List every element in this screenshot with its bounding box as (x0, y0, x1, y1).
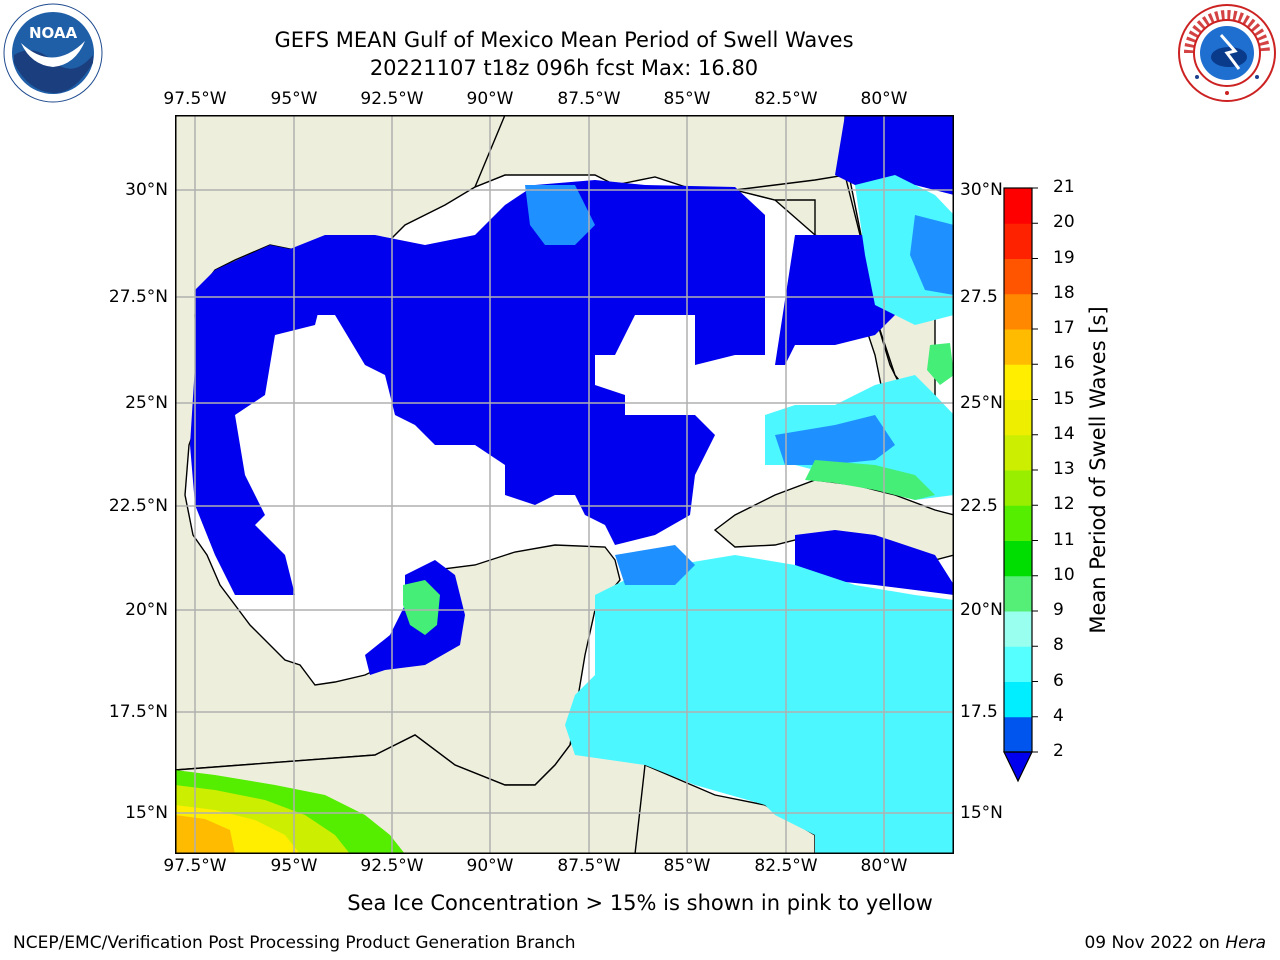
lon-label-top: 82.5°W (754, 89, 818, 109)
colorbar-cell (1004, 364, 1032, 400)
lon-label-top: 97.5°W (163, 89, 227, 109)
colorbar-cell (1004, 575, 1032, 612)
colorbar-cell (1004, 434, 1032, 471)
colorbar-tick-label: 8 (1053, 635, 1064, 656)
sea-ice-note: Sea Ice Concentration > 15% is shown in … (0, 891, 1280, 915)
colorbar-cell (1004, 329, 1032, 365)
lat-label-left: 20°N (125, 600, 168, 620)
colorbar-cell (1004, 293, 1032, 330)
lon-label-top: 87.5°W (557, 89, 621, 109)
colorbar-cell (1004, 611, 1032, 647)
colorbar-cell (1004, 188, 1032, 224)
colorbar-label: Mean Period of Swell Waves [s] (1086, 306, 1110, 634)
lon-label-top: 85°W (663, 89, 711, 109)
map-panel (175, 115, 954, 854)
colorbar-tick-label: 2 (1053, 741, 1064, 761)
colorbar-tick-label: 21 (1053, 177, 1075, 197)
lon-label-bottom: 82.5°W (754, 856, 818, 876)
lat-label-right: 20°N (960, 600, 1003, 620)
noaa-logo: NOAA (3, 3, 103, 103)
colorbar-tick-label: 19 (1053, 247, 1075, 268)
lat-label-right: 22.5 (960, 496, 998, 516)
colorbar-tick-label: 11 (1053, 529, 1075, 550)
colorbar-tick-label: 17 (1053, 318, 1075, 338)
lon-label-top: 90°W (466, 89, 514, 109)
lat-label-left: 25°N (125, 393, 168, 413)
sea-ice-note-text: Sea Ice Concentration > 15% is shown in … (347, 891, 933, 915)
footer-date: 09 Nov 2022 on Hera (1084, 933, 1266, 953)
colorbar-cell (1004, 681, 1032, 718)
lon-label-bottom: 80°W (860, 856, 908, 876)
graticule (175, 115, 954, 854)
colorbar-tick-label: 9 (1053, 600, 1064, 620)
colorbar-tick-label: 6 (1053, 670, 1064, 691)
colorbar-tick-label: 10 (1053, 564, 1075, 585)
colorbar (996, 186, 1056, 786)
colorbar-cell (1004, 716, 1032, 753)
noaa-logo-text: NOAA (29, 24, 78, 42)
colorbar-cell (1004, 540, 1032, 577)
colorbar-tick-label: 14 (1053, 423, 1075, 444)
colorbar-cell (1004, 470, 1032, 506)
lat-label-left: 27.5°N (108, 287, 168, 307)
swell-field-green (403, 343, 954, 635)
map-subtitle: 20221107 t18z 096h fcst Max: 16.80 (369, 56, 759, 80)
colorbar-cell (1004, 505, 1032, 541)
map-title: GEFS MEAN Gulf of Mexico Mean Period of … (274, 28, 854, 52)
lat-label-left: 17.5°N (108, 702, 168, 722)
lat-label-right: 30°N (960, 180, 1003, 200)
colorbar-cell (1004, 399, 1032, 436)
lat-label-right: 17.5 (960, 702, 998, 722)
swell-field-high (175, 770, 405, 854)
lon-label-bottom: 90°W (466, 856, 514, 876)
colorbar-tick-label: 12 (1053, 494, 1075, 515)
lat-label-left: 15°N (125, 803, 168, 823)
colorbar-tick-label: 4 (1053, 705, 1064, 726)
colorbar-tick-label: 18 (1053, 282, 1075, 303)
lon-label-bottom: 85°W (663, 856, 711, 876)
map-frame (175, 115, 954, 854)
lon-label-top: 92.5°W (360, 89, 424, 109)
lon-label-bottom: 87.5°W (557, 856, 621, 876)
colorbar-tick-label: 16 (1053, 353, 1075, 374)
lat-label-right: 25°N (960, 393, 1003, 413)
footer-date-text: 09 Nov 2022 on (1084, 933, 1226, 953)
lat-label-left: 22.5°N (108, 496, 168, 516)
lon-label-top: 95°W (270, 89, 318, 109)
lat-label-right: 27.5 (960, 287, 998, 307)
swell-field-4-6 (525, 185, 954, 585)
lat-label-left: 30°N (125, 180, 168, 200)
colorbar-tick-label: 20 (1053, 212, 1075, 233)
colorbar-cell (1004, 646, 1032, 682)
lon-label-top: 80°W (860, 89, 908, 109)
colorbar-cell (1004, 258, 1032, 295)
colorbar-tick-label: 13 (1053, 459, 1075, 479)
lon-label-bottom: 95°W (270, 856, 318, 876)
lat-label-right: 15°N (960, 803, 1003, 823)
swell-field-low (190, 115, 954, 675)
lon-label-bottom: 97.5°W (163, 856, 227, 876)
footer-source: NCEP/EMC/Verification Post Processing Pr… (13, 933, 576, 953)
lon-label-bottom: 92.5°W (360, 856, 424, 876)
national-weather-service-logo (1177, 3, 1277, 103)
footer-machine: Hera (1225, 933, 1266, 953)
colorbar-cell (1004, 223, 1032, 259)
colorbar-tick-label: 15 (1053, 388, 1075, 409)
